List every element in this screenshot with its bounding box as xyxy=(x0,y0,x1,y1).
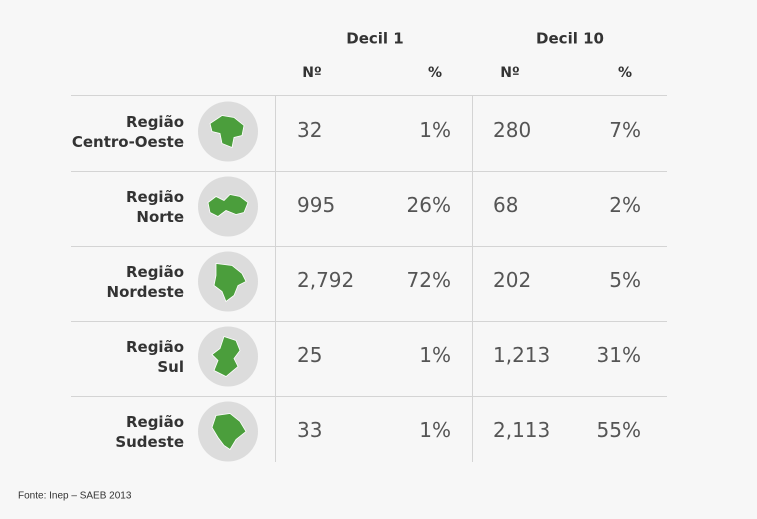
region-label: Centro-Oeste xyxy=(72,133,184,151)
region-map xyxy=(209,115,245,149)
group-header: Decil 10 xyxy=(536,30,604,48)
cell-value: 2,792 xyxy=(297,268,354,292)
cell-value: 5% xyxy=(609,268,641,292)
sub-header: % xyxy=(618,65,632,81)
cell-value: 1,213 xyxy=(493,343,550,367)
cell-value: 26% xyxy=(407,193,451,217)
cell-value: 1% xyxy=(419,343,451,367)
region-map xyxy=(207,194,249,217)
region-label: Sudeste xyxy=(115,433,184,451)
cell-value: 1% xyxy=(419,118,451,142)
cell-value: 280 xyxy=(493,118,531,142)
cell-value: 1% xyxy=(419,418,451,442)
cell-value: 68 xyxy=(493,193,518,217)
region-map xyxy=(213,263,247,303)
sub-header: Nº xyxy=(302,65,322,81)
cell-value: 2% xyxy=(609,193,641,217)
region-label: Nordeste xyxy=(107,283,184,301)
region-map xyxy=(211,413,247,451)
cell-value: 2,113 xyxy=(493,418,550,442)
cell-value: 202 xyxy=(493,268,531,292)
region-map xyxy=(211,335,241,377)
region-label: Região xyxy=(126,263,184,281)
cell-value: 33 xyxy=(297,418,322,442)
region-label: Região xyxy=(126,338,184,356)
region-label: Sul xyxy=(157,358,184,376)
cell-value: 25 xyxy=(297,343,322,367)
region-label: Região xyxy=(126,413,184,431)
region-label: Região xyxy=(126,113,184,131)
cell-value: 995 xyxy=(297,193,335,217)
cell-value: 7% xyxy=(609,118,641,142)
source: Fonte: Inep – SAEB 2013 xyxy=(18,491,132,502)
cell-value: 31% xyxy=(597,343,641,367)
sub-header: Nº xyxy=(500,65,520,81)
cell-value: 32 xyxy=(297,118,322,142)
cell-value: 55% xyxy=(597,418,641,442)
group-header: Decil 1 xyxy=(346,30,403,48)
sub-header: % xyxy=(428,65,442,81)
region-label: Região xyxy=(126,188,184,206)
region-label: Norte xyxy=(136,208,184,226)
cell-value: 72% xyxy=(407,268,451,292)
